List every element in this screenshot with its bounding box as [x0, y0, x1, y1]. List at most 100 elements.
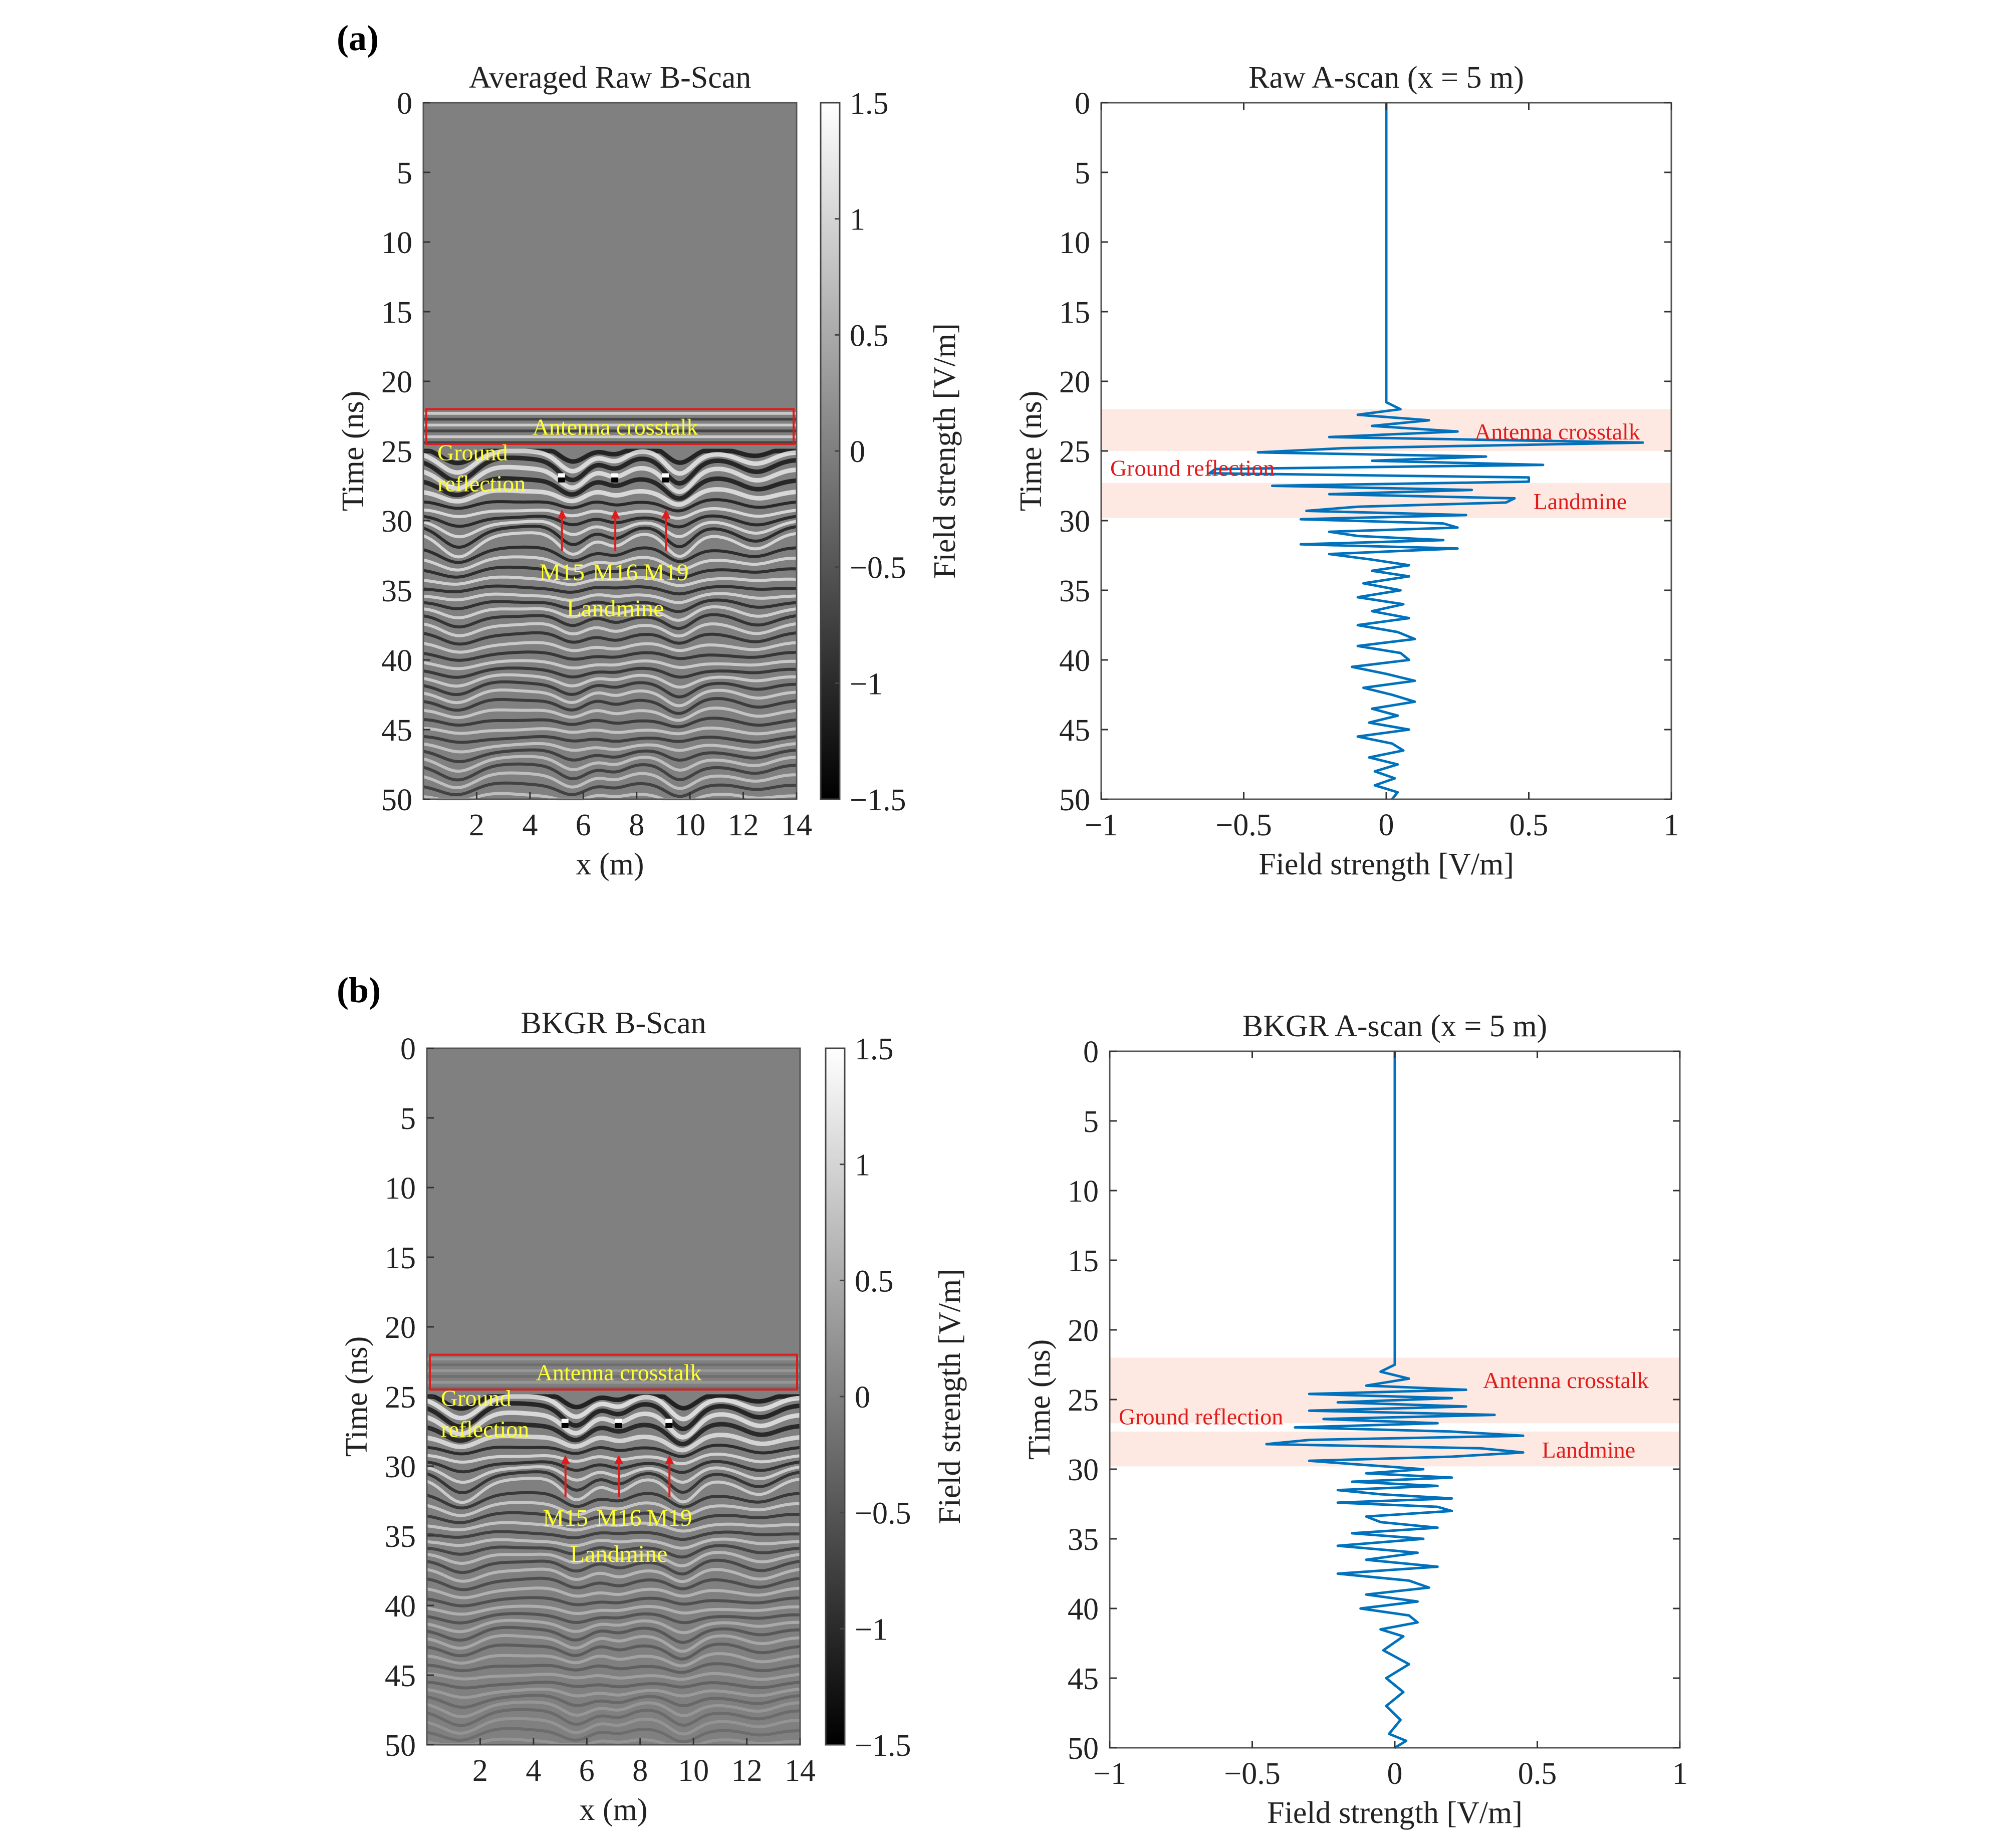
ground-reflection-label: reflection [441, 1416, 529, 1442]
colorbar-label: Field strength [V/m] [928, 323, 962, 579]
mine-label: M16 [593, 559, 638, 586]
bscan-reflection-band [422, 455, 797, 486]
y-tick-label: 35 [1068, 1523, 1099, 1557]
y-tick-label: 45 [381, 714, 412, 748]
ascan-plot-b: Antenna crosstalk Ground reflection Landmi… [1023, 1009, 1688, 1830]
crosstalk-stripe [423, 435, 797, 438]
mine-label: M15 [539, 559, 585, 586]
bscan-reflection-band [423, 755, 797, 773]
landmine-label: Landmine [570, 1541, 668, 1567]
x-tick-label: 10 [674, 808, 705, 842]
colorbar-tick-label: 0.5 [850, 319, 889, 353]
bscan-reflection-band [423, 598, 797, 613]
bscan-reflection-band [422, 531, 797, 559]
y-tick-label: 20 [381, 365, 412, 399]
y-tick-label: 30 [1059, 505, 1090, 539]
bscan-reflection-band [422, 476, 797, 501]
mine-label: M16 [596, 1505, 642, 1531]
bscan-reflection-band [426, 1619, 801, 1635]
y-tick-label: 25 [381, 435, 412, 469]
x-axis-label: Field strength [V/m] [1267, 1796, 1523, 1830]
bscan-reflection-band [426, 1401, 801, 1432]
ascan-line [1208, 103, 1644, 800]
crosstalk-stripe [427, 1375, 800, 1378]
bscan-reflection-band [423, 487, 797, 507]
x-tick-label: 6 [579, 1754, 595, 1788]
bscan-reflection-band [423, 448, 797, 466]
x-tick-label: 4 [526, 1754, 541, 1788]
crosstalk-stripe [423, 441, 797, 444]
bscan-reflection-band [423, 584, 797, 596]
y-axis-label: Time (ns) [1014, 391, 1048, 512]
bscan-reflection-band [426, 1576, 801, 1591]
x-tick-label: −0.5 [1224, 1757, 1280, 1791]
bscan-reflection-band [426, 1477, 801, 1504]
mine-blip [615, 1423, 622, 1428]
x-tick-label: 2 [469, 808, 484, 842]
bscan-reflection-band [426, 1558, 801, 1576]
colorbar-tick-label: −1.5 [850, 783, 906, 817]
x-tick-label: 0 [1379, 808, 1394, 842]
y-tick-label: 10 [1068, 1175, 1099, 1209]
x-tick-label: 4 [522, 808, 538, 842]
y-tick-label: 0 [397, 87, 412, 121]
band-annotation: Ground reflection [1110, 455, 1275, 481]
colorbar-tick-label: 1.5 [850, 87, 889, 121]
y-tick-label: 40 [1059, 644, 1090, 678]
chart-title: Raw A-scan (x = 5 m) [1248, 61, 1524, 95]
x-tick-label: 14 [785, 1754, 816, 1788]
bscan-reflection-band [426, 1694, 801, 1709]
bscan-reflection-band [426, 1652, 801, 1668]
bscan-reflection-band [426, 1544, 801, 1559]
mine-arrowhead [611, 509, 620, 519]
bscan-reflection-band [426, 1452, 801, 1466]
y-tick-label: 45 [1068, 1662, 1099, 1696]
colorbar-tick-label: −0.5 [850, 551, 906, 585]
mine-blip [665, 1423, 673, 1428]
y-tick-label: 5 [1075, 156, 1090, 190]
y-tick-label: 50 [385, 1729, 416, 1763]
colorbar-tick-label: 1.5 [855, 1032, 894, 1066]
y-tick-label: 0 [400, 1032, 416, 1066]
bscan-reflection-band [426, 1596, 801, 1607]
bscan-reflection-band [423, 688, 797, 708]
bscan-plot-a: Antenna crosstalk Ground reflection M15 M16 M… [336, 61, 962, 881]
y-tick-label: 50 [1059, 783, 1090, 817]
bscan-reflection-band [423, 622, 797, 638]
colorbar-tick-label: −0.5 [855, 1497, 911, 1531]
bscan-reflection-band [423, 514, 797, 529]
bscan-reflection-band [423, 792, 797, 801]
mine-blip [611, 473, 619, 479]
mine-blip [561, 1423, 569, 1428]
crosstalk-stripe [423, 412, 797, 415]
bscan-reflection-band [426, 1643, 801, 1661]
crosstalk-stripe [427, 1387, 800, 1390]
y-tick-label: 25 [385, 1380, 416, 1415]
bscan-reflection-band [426, 1567, 801, 1583]
bscan-reflection-band [423, 520, 797, 539]
y-tick-label: 10 [381, 226, 412, 260]
bscan-reflection-band [427, 1394, 800, 1411]
x-tick-label: 0.5 [1518, 1757, 1557, 1791]
band-annotation: Ground reflection [1119, 1404, 1283, 1429]
ascan-line [1265, 1051, 1525, 1749]
ground-reflection-label: reflection [437, 471, 526, 496]
bscan-plot-b: Antenna crosstalk Ground reflection M15 M16 M… [340, 1006, 967, 1827]
band-annotation: Antenna crosstalk [1483, 1367, 1649, 1393]
x-tick-label: −1 [1093, 1757, 1126, 1791]
bscan-reflection-band [422, 448, 797, 476]
panel-label-b: (b) [337, 970, 381, 1010]
mine-blip [662, 473, 669, 479]
bscan-reflection-band [423, 498, 797, 513]
bscan-reflection-band [423, 659, 797, 670]
ascan-plot-a: Antenna crosstalk Ground reflection Landmi… [1014, 61, 1679, 881]
x-tick-label: 0.5 [1510, 808, 1549, 842]
mine-blip [611, 477, 619, 483]
bscan-reflection-band [423, 631, 797, 646]
x-axis-label: x (m) [579, 1793, 647, 1827]
y-tick-label: 40 [381, 644, 412, 678]
bscan-reflection-band [423, 673, 797, 689]
bscan-reflection-band [426, 1422, 801, 1447]
y-tick-label: 15 [385, 1241, 416, 1275]
x-tick-label: 6 [576, 808, 591, 842]
